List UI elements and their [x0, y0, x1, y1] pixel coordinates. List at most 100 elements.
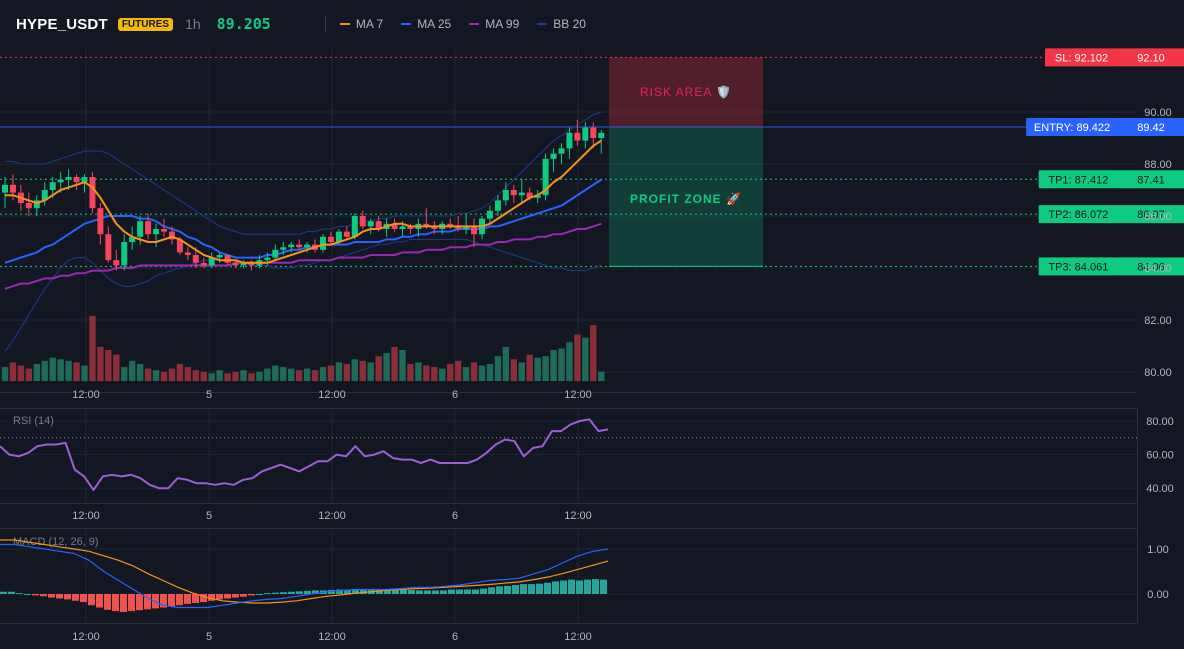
rsi-axis-tick: 40.00 [1146, 483, 1174, 495]
candle-body [97, 208, 104, 235]
macd-histogram-bar [504, 585, 511, 594]
macd-histogram-bar [416, 590, 423, 594]
candle-body [105, 234, 112, 261]
legend-swatch-ma99 [469, 23, 480, 25]
legend-swatch-ma25 [401, 23, 412, 25]
volume-bar [478, 365, 486, 381]
macd-histogram-bar [304, 590, 311, 594]
price-tag-label: TP2: 86.072 [1048, 209, 1108, 221]
candle-body [65, 177, 72, 180]
time-axis-tick: 12:00 [318, 389, 346, 401]
legend-swatch-ma7 [339, 23, 350, 25]
ma99-line [4, 222, 602, 290]
macd-histogram-bar [280, 592, 287, 594]
macd-histogram-bar [248, 594, 255, 596]
volume-bar [57, 359, 64, 381]
volume-bar [439, 368, 446, 381]
volume-bar [160, 371, 168, 381]
candle-body [264, 257, 271, 261]
candle-body [550, 153, 557, 159]
macd-histogram-bar [472, 589, 479, 594]
price-tag-value-bg [1118, 170, 1184, 189]
macd-histogram-bar [528, 584, 535, 594]
legend-ma7[interactable]: MA 7 [339, 17, 384, 31]
volume-bar [216, 370, 223, 381]
candle-body [41, 190, 48, 201]
price-tag-value: 87.41 [1137, 174, 1165, 186]
volume-bar [526, 354, 533, 381]
price-axis-tick: 82.00 [1144, 315, 1172, 327]
macd-histogram-bar [256, 594, 263, 595]
volume-bar [1, 367, 9, 381]
macd-histogram-bar [24, 594, 31, 595]
volume-bar [9, 362, 17, 381]
macd-histogram-bar [456, 589, 463, 594]
volume-bar [232, 371, 239, 381]
volume-bar [367, 362, 374, 381]
macd-histogram-bar [424, 590, 431, 594]
macd-histogram-bar [512, 585, 519, 594]
volume-bar [224, 373, 231, 381]
volume-bar [33, 363, 40, 381]
volume-bar [550, 350, 557, 381]
candle-body [494, 200, 501, 211]
candle-body [57, 179, 64, 183]
futures-badge: FUTURES [117, 17, 174, 31]
price-tag-label: TP3: 84.061 [1048, 261, 1108, 273]
macd-histogram-bar [336, 589, 343, 594]
macd-histogram-bar [568, 579, 575, 594]
candle-body [598, 132, 605, 138]
price-tag-value-bg [1118, 205, 1184, 224]
volume-bar [351, 359, 358, 381]
profit-zone [609, 127, 763, 267]
candle-body [327, 236, 334, 242]
candle-body [391, 223, 398, 229]
macd-histogram-bar [496, 586, 503, 594]
volume-bar [502, 346, 510, 381]
candle-body [137, 221, 144, 237]
legend-ma99[interactable]: MA 99 [469, 17, 519, 31]
macd-axis-tick: 0.00 [1147, 589, 1168, 601]
macd-histogram-bar [384, 589, 391, 594]
macd-histogram-bar [272, 592, 279, 594]
legend-ma25[interactable]: MA 25 [401, 17, 451, 31]
volume-bar [288, 368, 295, 381]
legend-label-ma7: MA 7 [355, 17, 384, 31]
volume-bar [391, 346, 398, 381]
time-axis-tick: 12:00 [72, 631, 100, 643]
header-divider [324, 16, 326, 32]
volume-bar [303, 368, 311, 381]
candle-body [25, 203, 32, 209]
candle-body [216, 255, 223, 258]
macd-histogram-bar [240, 594, 247, 597]
macd-histogram-bar [544, 582, 551, 594]
candle-body [184, 252, 191, 255]
candle-body [2, 184, 8, 193]
candle-body [320, 236, 326, 250]
interval-selector[interactable]: 1h [185, 16, 201, 32]
rsi-line [0, 418, 609, 491]
price-axis-tick: 84.00 [1144, 263, 1172, 275]
macd-histogram-bar [208, 594, 215, 601]
macd-histogram-bar [576, 580, 583, 594]
candle-body [192, 255, 199, 263]
candle-body [153, 229, 160, 235]
candle-body [121, 242, 128, 266]
volume-bar [542, 356, 549, 381]
legend-bb20[interactable]: BB 20 [537, 17, 586, 31]
price-tag-label-bg [1038, 170, 1118, 189]
candle-body [359, 216, 366, 227]
legend-label-bb20: BB 20 [553, 17, 586, 31]
volume-bar [176, 363, 184, 381]
volume-bar [41, 360, 48, 381]
candle-body [224, 255, 231, 263]
candle-body [542, 158, 549, 196]
macd-histogram-bar [48, 594, 55, 598]
symbol-title[interactable]: HYPE_USDT [16, 15, 108, 33]
candle-body [510, 190, 517, 196]
candle-body [280, 247, 287, 250]
last-price: 89.205 [216, 15, 271, 33]
volume-bar [518, 362, 525, 381]
price-tag-value-bg [1118, 257, 1184, 276]
